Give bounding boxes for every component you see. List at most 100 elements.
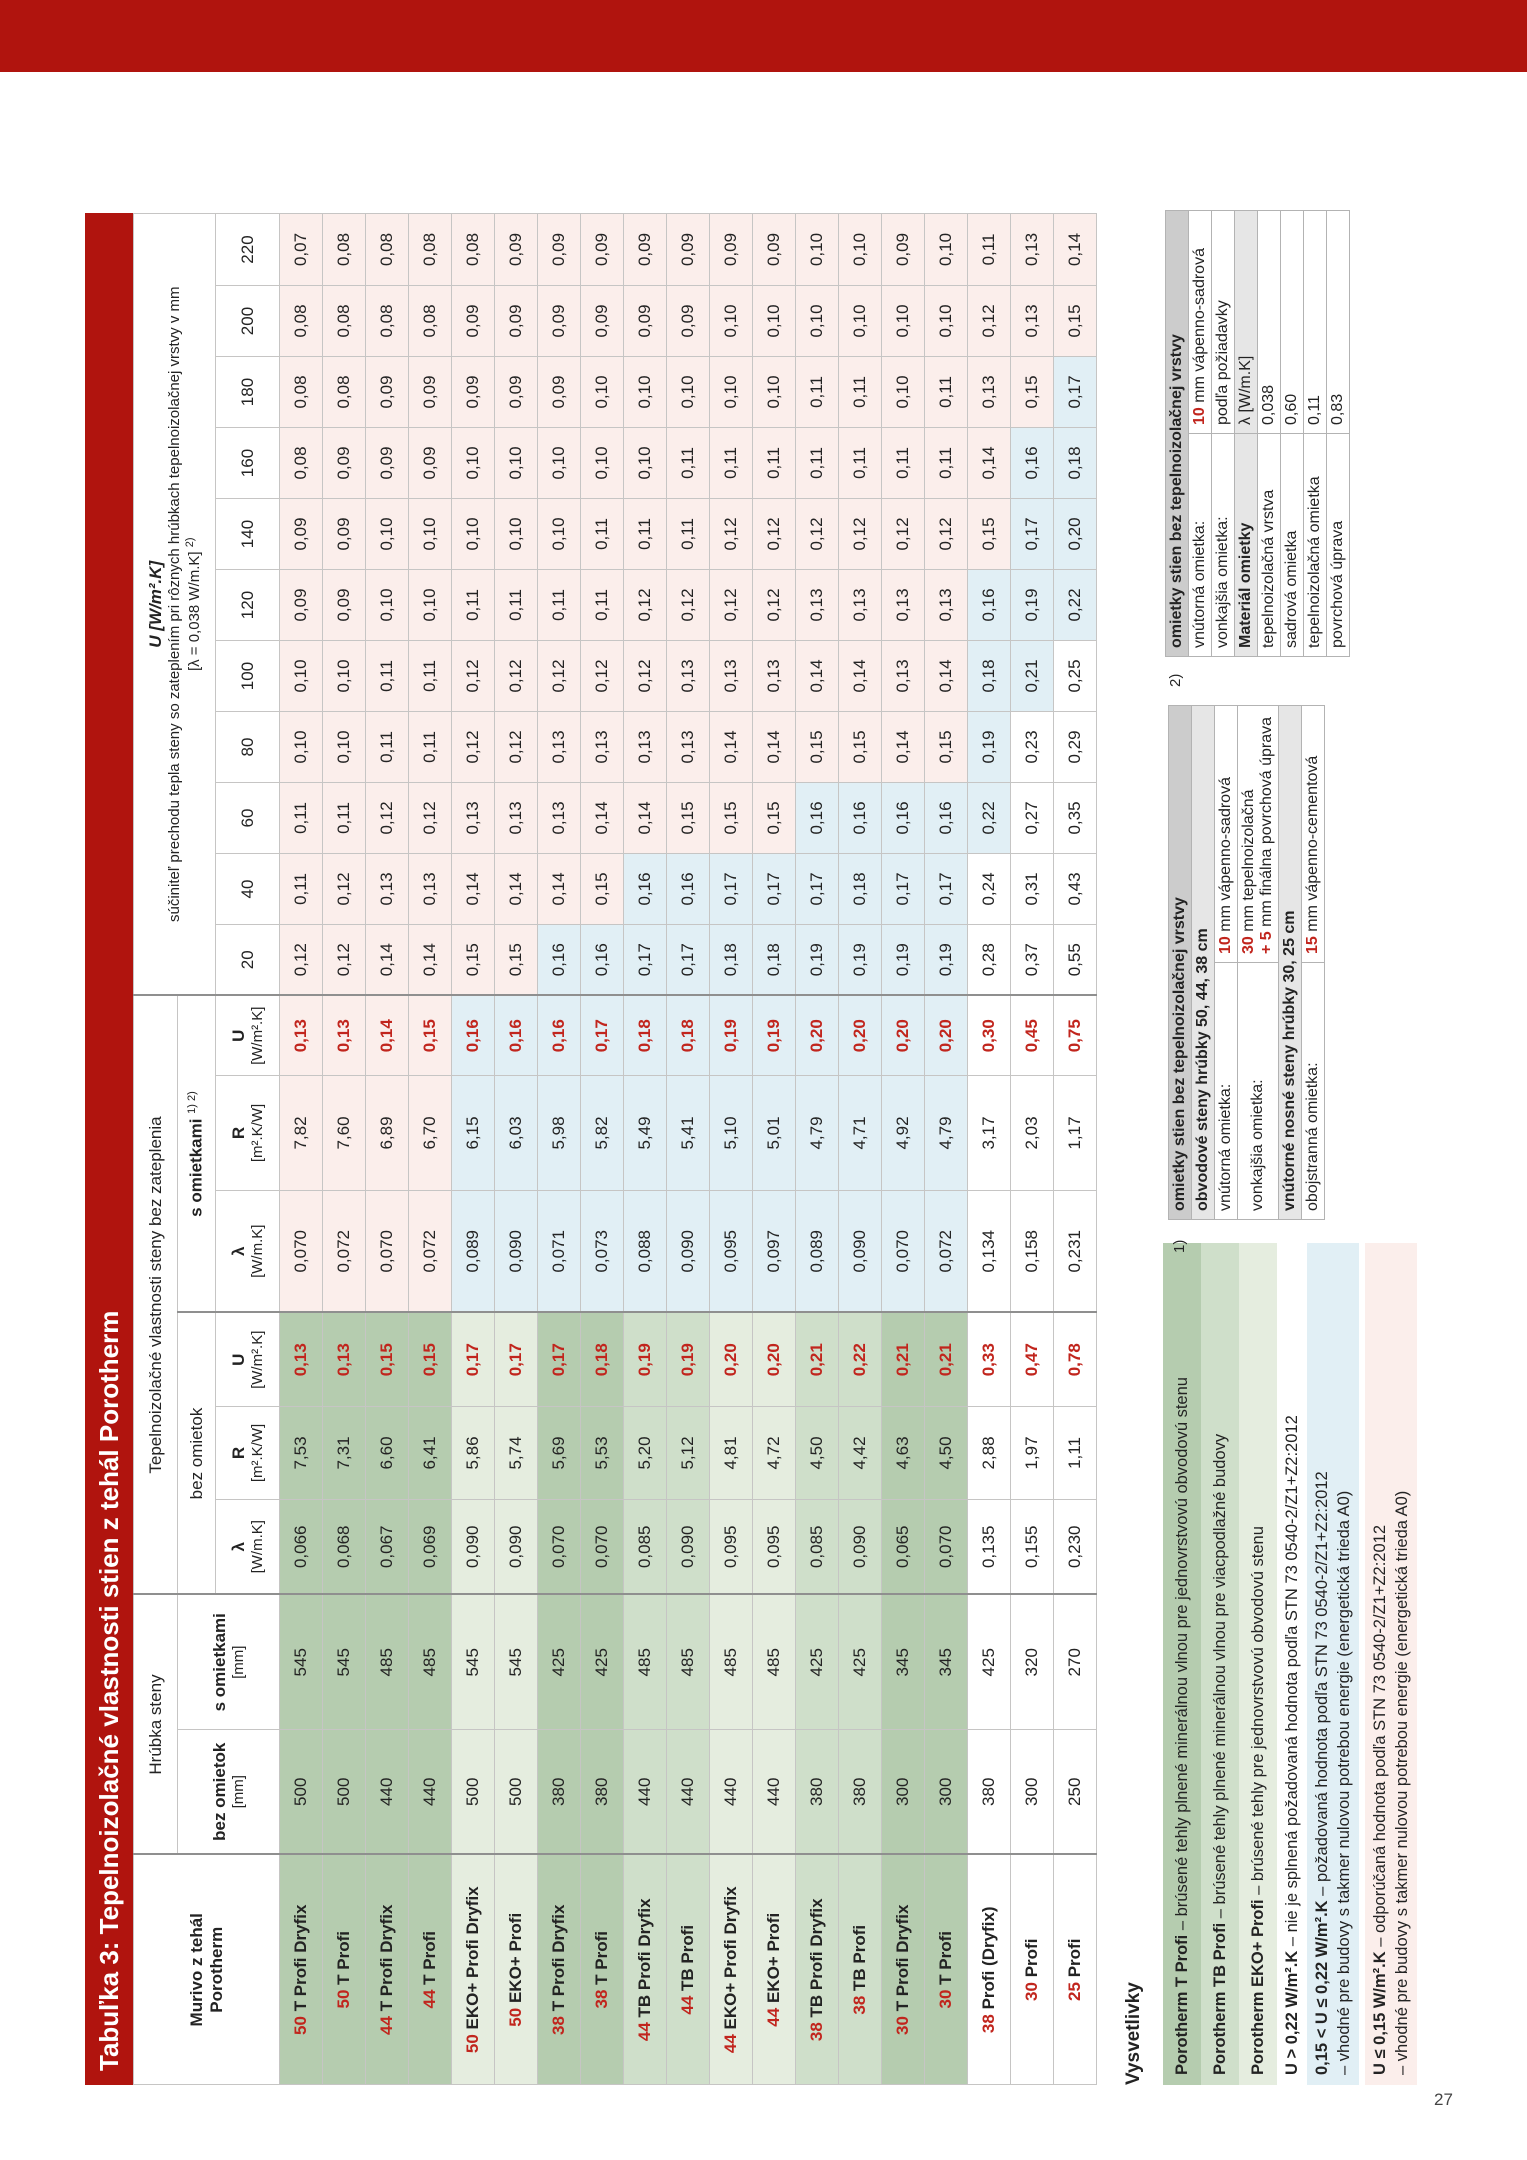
box-row-value: podľa požiadavky	[1211, 210, 1235, 434]
mm-bez-omietok: 440	[408, 1729, 452, 1855]
mm-s-omietkami: 485	[365, 1594, 409, 1730]
u-insulated-140: 0,09	[279, 498, 323, 570]
u-bez: 0,21	[881, 1312, 925, 1407]
wall-label: 38 TB Profi	[838, 1854, 882, 2085]
r-bez: 4,50	[924, 1406, 968, 1500]
u-bez: 0,78	[1053, 1312, 1097, 1407]
u-insulated-40: 0,14	[451, 853, 495, 925]
thermal-properties-table: Murivo z tehál Porotherm Hrúbka steny Te…	[133, 213, 1097, 2085]
u-insulated-60: 0,13	[537, 782, 581, 854]
u-insulated-120: 0,10	[365, 569, 409, 641]
u-insulated-220: 0,09	[623, 213, 667, 286]
u-s: 0,16	[537, 995, 581, 1076]
mm-s-omietkami: 545	[494, 1594, 538, 1730]
u-insulated-200: 0,15	[1053, 285, 1097, 357]
r-s: 7,60	[322, 1075, 366, 1191]
u-insulated-20: 0,12	[322, 924, 366, 996]
u-insulated-220: 0,08	[451, 213, 495, 286]
u-insulated-120: 0,13	[881, 569, 925, 641]
u-insulated-120: 0,19	[1010, 569, 1054, 641]
u-insulated-180: 0,08	[279, 356, 323, 428]
box-row-label: tepelnoizolačná vrstva	[1257, 433, 1281, 657]
mm-bez-omietok: 500	[451, 1729, 495, 1855]
wall-label: 50 EKO+ Profi	[494, 1854, 538, 2085]
u-insulated-180: 0,15	[1010, 356, 1054, 428]
mm-bez-omietok: 380	[838, 1729, 882, 1855]
u-insulated-200: 0,10	[795, 285, 839, 357]
table-row: 44 T Profi 440 485 0,069 6,41 0,15 0,072 6,70 0,…	[408, 213, 452, 2085]
u-insulated-60: 0,16	[838, 782, 882, 854]
u-insulated-140: 0,10	[537, 498, 581, 570]
lambda-s: 0,158	[1010, 1190, 1054, 1313]
u-insulated-20: 0,17	[666, 924, 710, 996]
u-insulated-20: 0,18	[752, 924, 796, 996]
box-row-label: povrchová úprava	[1326, 433, 1350, 657]
mm-bez-omietok: 440	[623, 1729, 667, 1855]
mm-s-omietkami: 425	[537, 1594, 581, 1730]
u-insulated-20: 0,15	[451, 924, 495, 996]
lambda-bez: 0,155	[1010, 1499, 1054, 1595]
wall-label: 30 Profi	[1010, 1854, 1054, 2085]
table-row: 38 T Profi 380 425 0,070 5,53 0,18 0,073 5,82 0,…	[580, 213, 624, 2085]
box-row-label: vonkajšia omietka:	[1211, 433, 1235, 657]
r-bez: 4,81	[709, 1406, 753, 1500]
table-row: 44 EKO+ Profi Dryfix 440 485 0,095 4,81 0,20 0…	[709, 213, 753, 2085]
r-bez: 2,88	[967, 1406, 1011, 1500]
u-insulated-200: 0,09	[451, 285, 495, 357]
legend-item: Porotherm T Profi – brúsené tehly plnené…	[1163, 1243, 1201, 2085]
u-insulated-120: 0,12	[666, 569, 710, 641]
u-insulated-80: 0,12	[494, 711, 538, 783]
r-bez: 1,97	[1010, 1406, 1054, 1500]
r-bez: 5,20	[623, 1406, 667, 1500]
wall-label: 25 Profi	[1053, 1854, 1097, 2085]
box-row-value: 30 mm tepelnoizolačná + 5 mm finálna povr…	[1237, 705, 1279, 963]
table-row: 50 T Profi 500 545 0,068 7,31 0,13 0,072 7,60 0,…	[322, 213, 366, 2085]
u-insulated-220: 0,08	[322, 213, 366, 286]
u-bez: 0,21	[795, 1312, 839, 1407]
u-insulated-220: 0,14	[1053, 213, 1097, 286]
u-insulated-180: 0,11	[924, 356, 968, 428]
u-bez: 0,13	[322, 1312, 366, 1407]
u-insulated-40: 0,31	[1010, 853, 1054, 925]
u-insulated-220: 0,09	[881, 213, 925, 286]
u-insulated-220: 0,11	[967, 213, 1011, 286]
lambda-s: 0,090	[838, 1190, 882, 1313]
lambda-bez: 0,230	[1053, 1499, 1097, 1595]
u-insulated-60: 0,13	[494, 782, 538, 854]
u-insulated-220: 0,08	[365, 213, 409, 286]
box-row-value: 0,83	[1326, 210, 1350, 434]
footnote-1-label: 1)	[1171, 1239, 1188, 1253]
box-row-label: sadrová omietka	[1280, 433, 1304, 657]
u-insulated-160: 0,09	[322, 427, 366, 499]
table-row: 44 EKO+ Profi 440 485 0,095 4,72 0,20 0,097 5,0…	[752, 213, 796, 2085]
u-insulated-80: 0,14	[709, 711, 753, 783]
u-insulated-40: 0,14	[494, 853, 538, 925]
table-row: 44 TB Profi 440 485 0,090 5,12 0,19 0,090 5,41 0…	[666, 213, 710, 2085]
u-insulated-200: 0,10	[709, 285, 753, 357]
u-insulated-200: 0,10	[881, 285, 925, 357]
u-insulated-160: 0,11	[838, 427, 882, 499]
mm-s-omietkami: 545	[322, 1594, 366, 1730]
u-insulated-20: 0,15	[494, 924, 538, 996]
mm-s-omietkami: 485	[623, 1594, 667, 1730]
box-row-value: 15 mm vápenno-cementová	[1301, 705, 1325, 963]
u-s: 0,15	[408, 995, 452, 1076]
r-s: 4,79	[924, 1075, 968, 1191]
u-insulated-40: 0,16	[666, 853, 710, 925]
u-insulated-180: 0,09	[537, 356, 581, 428]
wall-label: 38 T Profi Dryfix	[537, 1854, 581, 2085]
table-body: 50 T Profi Dryfix 500 545 0,066 7,53 0,13 0,07…	[279, 213, 1097, 2085]
lambda-bez: 0,095	[709, 1499, 753, 1595]
header-bez-omietok: bez omietok	[177, 1312, 216, 1595]
table-row: 30 T Profi 300 345 0,070 4,50 0,21 0,072 4,79 0,…	[924, 213, 968, 2085]
lambda-bez: 0,095	[752, 1499, 796, 1595]
u-insulated-180: 0,09	[408, 356, 452, 428]
box-row-label: tepelnoizolačná omietka	[1303, 433, 1327, 657]
mm-s-omietkami: 545	[451, 1594, 495, 1730]
u-insulated-80: 0,15	[924, 711, 968, 783]
mm-bez-omietok: 380	[967, 1729, 1011, 1855]
lambda-s: 0,231	[1053, 1190, 1097, 1313]
u-s: 0,18	[666, 995, 710, 1076]
u-bez: 0,20	[752, 1312, 796, 1407]
